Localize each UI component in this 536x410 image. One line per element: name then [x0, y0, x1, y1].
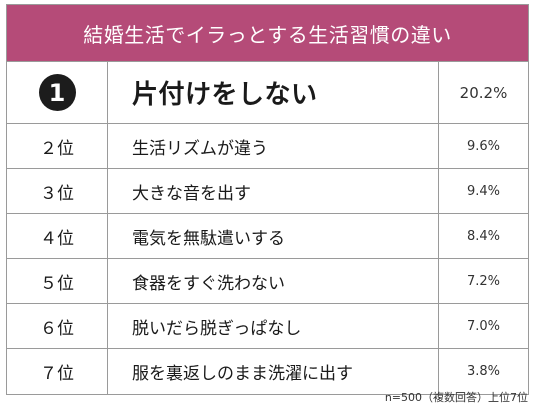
- item-cell: 脱いだら脱ぎっぱなし: [108, 304, 439, 348]
- item-label: 大きな音を出す: [132, 183, 251, 204]
- item-label: 電気を無駄遣いする: [132, 228, 285, 249]
- percent-cell: 7.0%: [439, 304, 528, 348]
- rank-cell: ６位: [7, 304, 108, 348]
- item-label: 脱いだら脱ぎっぱなし: [132, 318, 302, 339]
- ranking-title: 結婚生活でイラっとする生活習慣の違い: [83, 22, 452, 47]
- rank-label: ４位: [40, 228, 74, 249]
- rank-cell: ７位: [7, 349, 108, 394]
- number-one-circle-icon: 1: [38, 74, 76, 111]
- percent-cell: 3.8%: [439, 349, 528, 394]
- percent-value: 20.2%: [459, 83, 508, 102]
- percent-cell: 7.2%: [439, 259, 528, 303]
- percent-cell: 9.4%: [439, 169, 528, 213]
- ranking-row-1: 1 片付けをしない 20.2%: [7, 62, 528, 124]
- footnote: n=500（複数回答）上位7位: [384, 391, 528, 404]
- rank-label: ５位: [40, 273, 74, 294]
- rank-label: ７位: [40, 364, 74, 384]
- item-label: 服を裏返しのまま洗濯に出す: [132, 364, 353, 384]
- item-label: 食器をすぐ洗わない: [132, 273, 285, 294]
- item-cell: 大きな音を出す: [108, 169, 439, 213]
- item-label: 片付けをしない: [132, 80, 318, 110]
- rank-cell: ３位: [7, 169, 108, 213]
- ranking-row-5: ５位 食器をすぐ洗わない 7.2%: [7, 259, 528, 304]
- ranking-row-4: ４位 電気を無駄遣いする 8.4%: [7, 214, 528, 259]
- ranking-row-3: ３位 大きな音を出す 9.4%: [7, 169, 528, 214]
- percent-cell: 20.2%: [439, 62, 528, 123]
- percent-cell: 9.6%: [439, 124, 528, 168]
- ranking-table: 結婚生活でイラっとする生活習慣の違い 1 片付けをしない 20.2% ２位 生活…: [6, 4, 529, 395]
- percent-value: 7.2%: [466, 273, 501, 289]
- percent-value: 8.4%: [466, 228, 501, 244]
- rank-label: 1: [48, 78, 66, 107]
- rank-cell: ２位: [7, 124, 108, 168]
- title-bar: 結婚生活でイラっとする生活習慣の違い: [7, 5, 528, 62]
- ranking-row-2: ２位 生活リズムが違う 9.6%: [7, 124, 528, 169]
- item-cell: 服を裏返しのまま洗濯に出す: [108, 349, 439, 394]
- rank-label: ２位: [40, 138, 74, 159]
- percent-cell: 8.4%: [439, 214, 528, 258]
- rank-label: ３位: [40, 183, 74, 204]
- rank-cell: ５位: [7, 259, 108, 303]
- item-cell: 片付けをしない: [108, 62, 439, 123]
- percent-value: 9.4%: [466, 183, 501, 199]
- rank-label: ６位: [40, 318, 74, 339]
- percent-value: 7.0%: [466, 318, 501, 334]
- item-cell: 生活リズムが違う: [108, 124, 439, 168]
- rank-cell: ４位: [7, 214, 108, 258]
- item-cell: 食器をすぐ洗わない: [108, 259, 439, 303]
- item-label: 生活リズムが違う: [132, 138, 268, 159]
- percent-value: 9.6%: [466, 138, 501, 154]
- ranking-row-6: ６位 脱いだら脱ぎっぱなし 7.0%: [7, 304, 528, 349]
- rank-cell: 1: [7, 62, 108, 123]
- percent-value: 3.8%: [466, 364, 501, 379]
- item-cell: 電気を無駄遣いする: [108, 214, 439, 258]
- ranking-row-7: ７位 服を裏返しのまま洗濯に出す 3.8%: [7, 349, 528, 394]
